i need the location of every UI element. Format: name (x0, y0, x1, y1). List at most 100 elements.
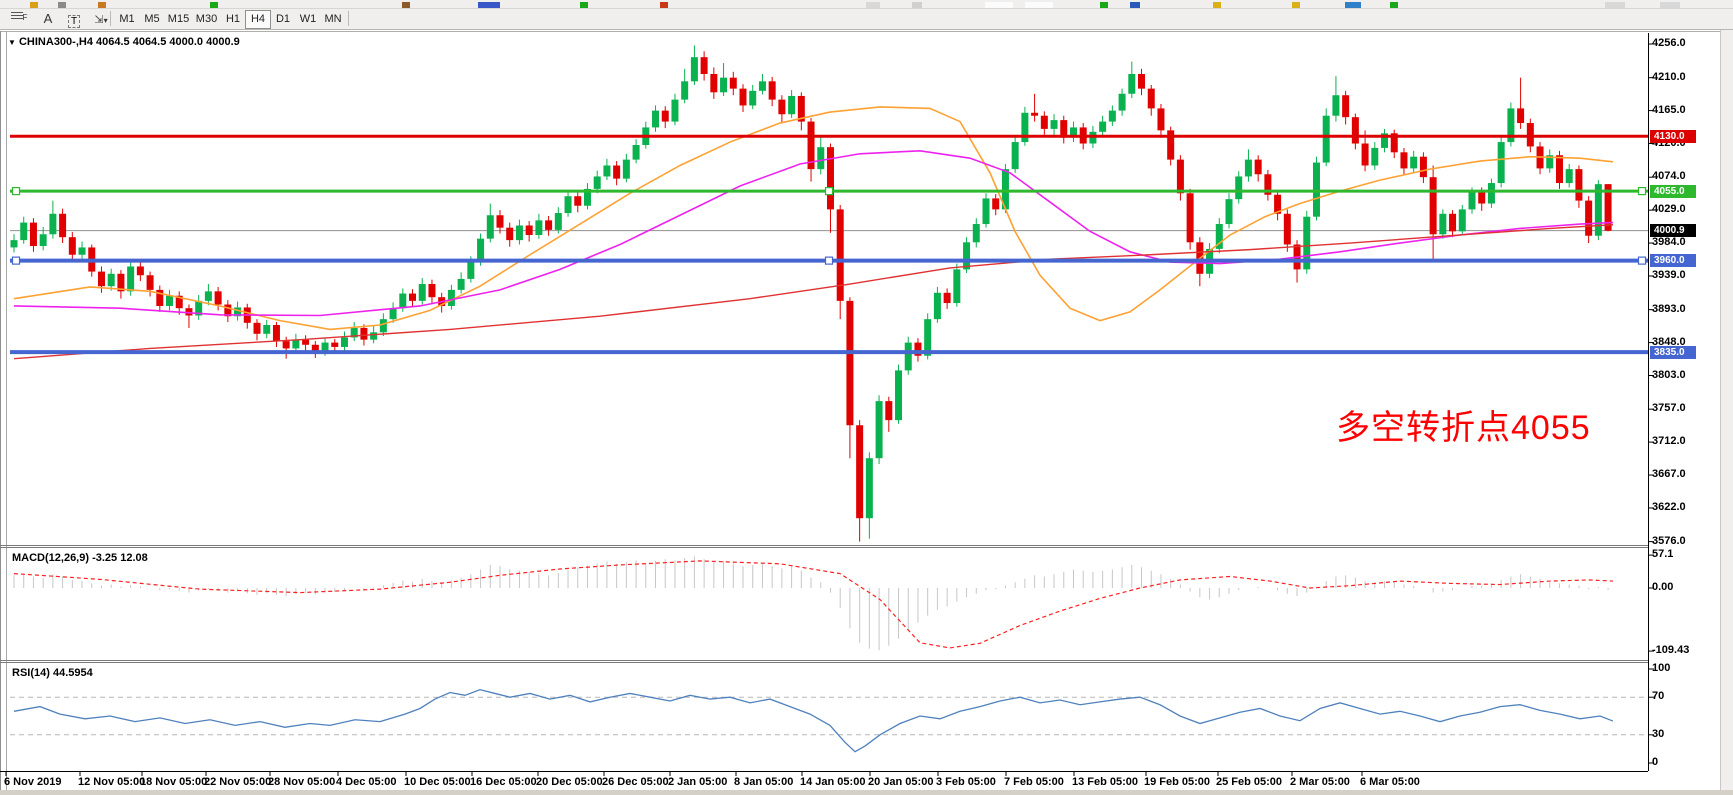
toolbar-icon-fragment (210, 2, 218, 8)
text-box-glyph: T (67, 15, 81, 28)
price-axis-label: 4074.0 (1652, 170, 1686, 183)
toolbar-icon-fragment (1390, 2, 1398, 8)
price-axis-label: 4029.0 (1652, 203, 1686, 216)
rsi-line (13, 689, 1614, 753)
clipped-main-toolbar (0, 0, 1733, 9)
toolbar-icon-fragment (866, 2, 880, 8)
level-badge-4130: 4130.0 (1650, 129, 1696, 143)
price-axis-label: 3893.0 (1652, 302, 1686, 315)
macd-axis-label: 57.1 (1652, 548, 1674, 561)
toolbar-icon-fragment (30, 2, 38, 8)
cursor-arrows-icon[interactable]: ⇲▾ (88, 10, 114, 27)
toolbar-icon-fragment (580, 2, 588, 8)
date-axis-label: 22 Nov 05:00 (204, 776, 272, 788)
toolbar-icon-fragment (985, 2, 1013, 8)
timeframe-button-m5[interactable]: M5 (144, 13, 160, 25)
date-axis-label: 20 Jan 05:00 (868, 776, 934, 788)
rsi-axis-label: 30 (1652, 727, 1665, 740)
text-box-icon[interactable]: T (64, 11, 84, 28)
rsi-axis-label: 70 (1652, 690, 1665, 703)
toolbar-icon-fragment (660, 2, 668, 8)
right-gutter (1720, 30, 1733, 790)
date-axis-label: 6 Mar 05:00 (1360, 776, 1420, 788)
grid-f-glyph: F (22, 13, 28, 22)
toolbar-icon-fragment (1605, 2, 1625, 8)
chart-title: CHINA300-,H4 4064.5 4064.5 4000.0 4000.9 (18, 36, 240, 48)
timeframe-button-m30[interactable]: M30 (195, 13, 218, 25)
toolbar-icon-fragment (402, 2, 410, 8)
toolbar-icon-fragment (478, 2, 500, 8)
rsi-axis-label: 100 (1652, 662, 1671, 674)
date-axis-label: 20 Dec 05:00 (536, 776, 603, 788)
main-chart-pane[interactable] (10, 33, 1648, 545)
date-axis-label: 4 Dec 05:00 (336, 776, 397, 788)
date-axis-label: 18 Nov 05:00 (140, 776, 208, 788)
chart-title-bar: ▼ CHINA300-,H4 4064.5 4064.5 4000.0 4000… (8, 36, 240, 48)
price-axis-label: 3667.0 (1652, 468, 1686, 481)
toolbar-icon-fragment (58, 2, 66, 8)
toolbar-icon-fragment (1130, 2, 1140, 8)
date-axis-label: 26 Dec 05:00 (602, 776, 669, 788)
price-axis-label: 3803.0 (1652, 368, 1686, 381)
rsi-levels (10, 696, 1648, 736)
date-axis-label: 7 Feb 05:00 (1004, 776, 1064, 788)
toolbar-icon-fragment (1100, 2, 1108, 8)
toolbar-separator (110, 11, 111, 26)
timeframe-button-m1[interactable]: M1 (119, 13, 135, 25)
rsi-axis-label: 0 (1652, 756, 1659, 768)
pane-borders (0, 31, 1733, 790)
level-badge-3960: 3960.0 (1650, 254, 1696, 268)
level-line-4055.0[interactable] (10, 186, 1648, 196)
dotted-grid-icon[interactable]: F (8, 10, 30, 27)
rsi-label: RSI(14) 44.5954 (12, 667, 93, 679)
chart-dropdown-icon[interactable]: ▼ (8, 38, 16, 47)
timeframe-button-w1[interactable]: W1 (299, 13, 317, 25)
date-axis-label: 28 Nov 05:00 (268, 776, 336, 788)
arrows-glyph: ⇲ (94, 14, 104, 26)
dropdown-caret-icon: ▾ (103, 16, 108, 25)
price-axis-label: 3757.0 (1652, 402, 1686, 415)
macd-axis-label: -109.43 (1652, 644, 1690, 657)
chart-window (0, 30, 1733, 795)
price-axis-label: 3576.0 (1652, 534, 1686, 547)
date-axis-label: 6 Nov 2019 (4, 776, 62, 788)
level-line-3960.0[interactable] (10, 256, 1648, 265)
date-axis-label: 16 Dec 05:00 (470, 776, 537, 788)
price-axis-label: 3712.0 (1652, 435, 1686, 448)
toolbar-icon-fragment (1025, 2, 1053, 8)
timeframe-button-h1[interactable]: H1 (225, 13, 241, 25)
rsi-pane[interactable] (10, 661, 1648, 771)
toolbar-icon-fragment (1660, 2, 1680, 8)
date-axis-label: 14 Jan 05:00 (800, 776, 866, 788)
axis-ticks (5, 43, 1654, 776)
macd-histogram (13, 556, 1609, 651)
grid-glyph (10, 12, 23, 22)
date-axis-label: 10 Dec 05:00 (404, 776, 471, 788)
timeframe-button-h4[interactable]: H4 (245, 10, 271, 29)
annotation-text[interactable]: 多空转折点4055 (1336, 409, 1591, 447)
ma-red-line (13, 224, 1614, 360)
window-bottom-edge (0, 790, 1733, 795)
date-axis-label: 19 Feb 05:00 (1144, 776, 1211, 788)
macd-signal-line (13, 560, 1614, 649)
toolbar-separator (348, 11, 349, 26)
price-axis-label: 4210.0 (1652, 70, 1686, 83)
price-axis-label: 3622.0 (1652, 500, 1686, 513)
ma-magenta-line (13, 150, 1614, 317)
date-axis-label: 3 Feb 05:00 (936, 776, 996, 788)
timeframe-button-m15[interactable]: M15 (167, 13, 190, 25)
timeframe-button-d1[interactable]: D1 (275, 13, 291, 25)
macd-pane[interactable] (10, 547, 1648, 659)
macd-label: MACD(12,26,9) -3.25 12.08 (12, 552, 148, 564)
toolbar-icon-fragment (98, 2, 106, 8)
toolbar-icon-fragment (1213, 2, 1221, 8)
timeframe-button-mn[interactable]: MN (324, 13, 342, 25)
chart-canvas[interactable] (0, 30, 1733, 795)
price-axis-label: 3984.0 (1652, 236, 1686, 249)
date-axis-label: 2 Mar 05:00 (1290, 776, 1350, 788)
price-axis-label: 4165.0 (1652, 103, 1686, 116)
text-label-icon[interactable]: A (43, 11, 53, 26)
price-axis-label: 3939.0 (1652, 268, 1686, 281)
macd-axis-label: 0.00 (1652, 581, 1674, 593)
